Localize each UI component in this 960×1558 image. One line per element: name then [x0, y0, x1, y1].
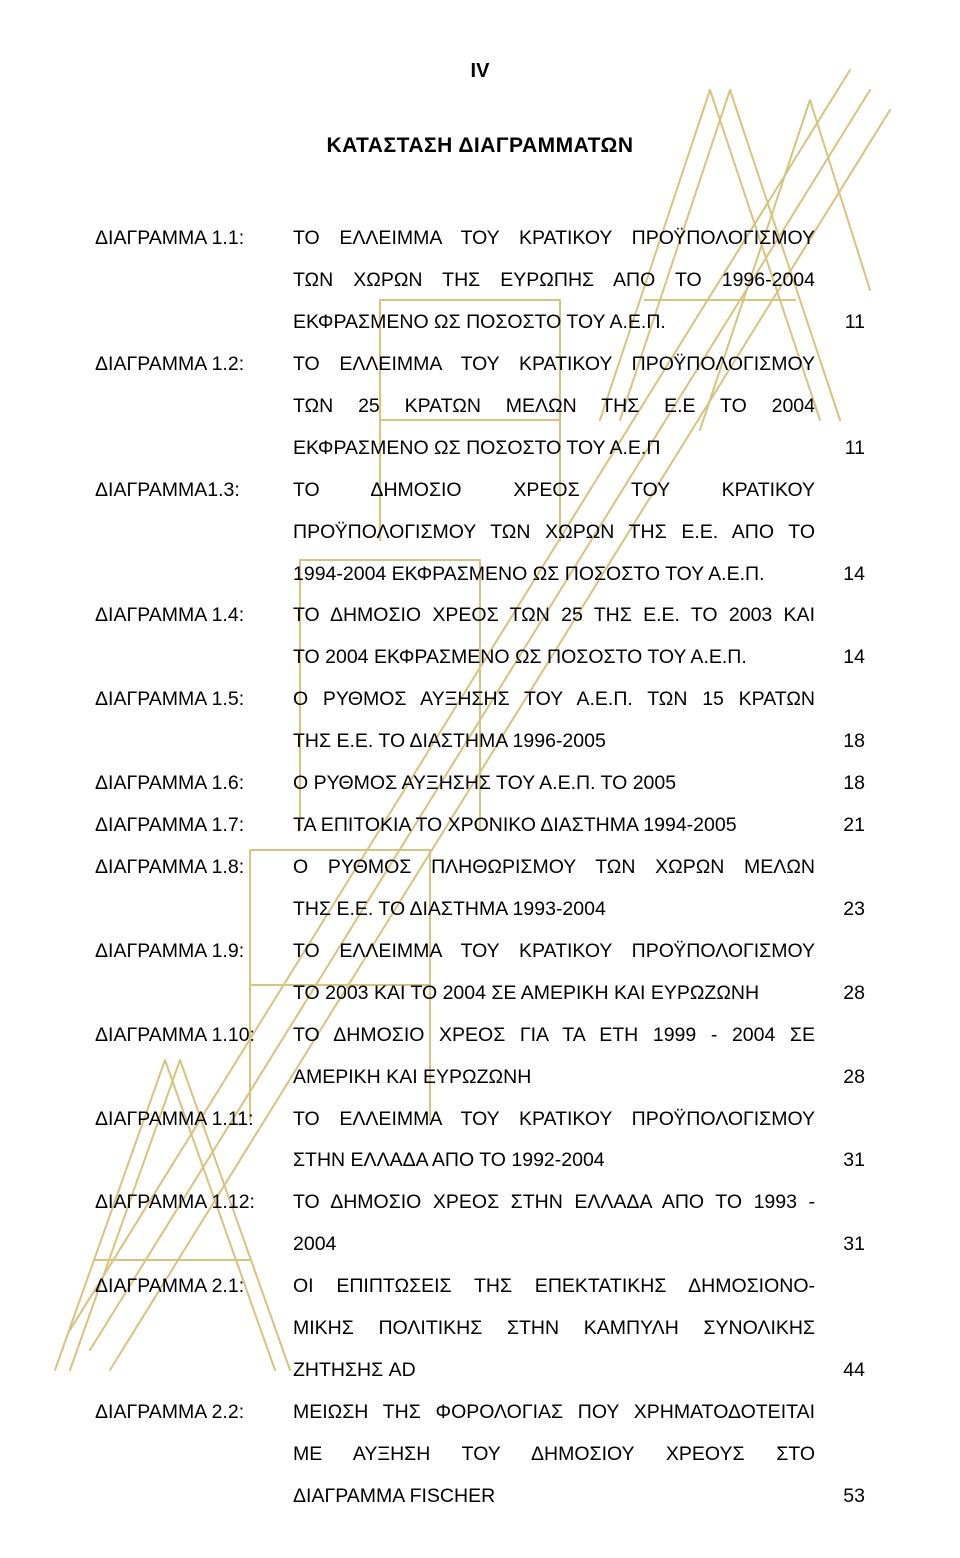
entry-text: Ο ΡΥΘΜΟΣ ΑΥΞΗΣΗΣ ΤΟΥ Α.Ε.Π. ΤΩΝ 15 ΚΡΑΤΩ…	[293, 679, 829, 721]
entry-text: ΑΜΕΡΙΚΗ ΚΑΙ ΕΥΡΩΖΩΝΗ	[293, 1057, 829, 1099]
entry-text: ΤΩΝ 25 ΚΡΑΤΩΝ ΜΕΛΩΝ ΤΗΣ Ε.Ε ΤΟ 2004	[293, 386, 829, 428]
toc-row: ΔΙΑΓΡΑΜΜΑ 1.12:ΤΟ ΔΗΜΟΣΙΟ ΧΡΕΟΣ ΣΤΗΝ ΕΛΛ…	[95, 1182, 865, 1224]
toc-row: ΜΕ ΑΥΞΗΣΗ ΤΟΥ ΔΗΜΟΣΙΟΥ ΧΡΕΟΥΣ ΣΤΟ	[95, 1434, 865, 1476]
entry-text: ΤΟ ΕΛΛΕΙΜΜΑ ΤΟΥ ΚΡΑΤΙΚΟΥ ΠΡΟΫΠΟΛΟΓΙΣΜΟΥ	[293, 931, 829, 973]
entry-label: ΔΙΑΓΡΑΜΜΑ 1.4:	[95, 595, 293, 637]
entry-text: 2004	[293, 1224, 829, 1266]
toc-row: ΔΙΑΓΡΑΜΜΑ 2.2:ΜΕΙΩΣΗ ΤΗΣ ΦΟΡΟΛΟΓΙΑΣ ΠΟΥ …	[95, 1392, 865, 1434]
entry-text: ΤΟ ΕΛΛΕΙΜΜΑ ΤΟΥ ΚΡΑΤΙΚΟΥ ΠΡΟΫΠΟΛΟΓΙΣΜΟΥ	[293, 344, 829, 386]
toc-row: ΔΙΑΓΡΑΜΜΑ1.3:ΤΟ ΔΗΜΟΣΙΟ ΧΡΕΟΣ ΤΟΥ ΚΡΑΤΙΚ…	[95, 470, 865, 512]
toc-row: ΤΗΣ Ε.Ε. ΤΟ ΔΙΑΣΤΗΜΑ 1996-200518	[95, 721, 865, 763]
entry-page-number: 14	[829, 554, 865, 596]
entry-text: ΤΑ ΕΠΙΤΟΚΙΑ ΤΟ ΧΡΟΝΙΚΟ ΔΙΑΣΤΗΜΑ 1994-200…	[293, 805, 829, 847]
entry-page-number: 23	[829, 889, 865, 931]
entry-text: ΤΟ ΔΗΜΟΣΙΟ ΧΡΕΟΣ ΣΤΗΝ ΕΛΛΑΔΑ ΑΠΟ ΤΟ 1993…	[293, 1182, 829, 1224]
entry-page-number: 28	[829, 973, 865, 1015]
entry-text: ΜΕ ΑΥΞΗΣΗ ΤΟΥ ΔΗΜΟΣΙΟΥ ΧΡΕΟΥΣ ΣΤΟ	[293, 1434, 829, 1476]
toc-row: ΣΤΗΝ ΕΛΛΑΔΑ ΑΠΟ ΤΟ 1992-200431	[95, 1140, 865, 1182]
toc-row: ΖΗΤΗΣΗΣ AD44	[95, 1350, 865, 1392]
toc-row: ΔΙΑΓΡΑΜΜΑ 1.11:ΤΟ ΕΛΛΕΙΜΜΑ ΤΟΥ ΚΡΑΤΙΚΟΥ …	[95, 1099, 865, 1141]
toc-row: ΤΩΝ ΧΩΡΩΝ ΤΗΣ ΕΥΡΩΠΗΣ ΑΠΟ ΤΟ 1996-2004	[95, 260, 865, 302]
toc-row: ΔΙΑΓΡΑΜΜΑ 1.5:Ο ΡΥΘΜΟΣ ΑΥΞΗΣΗΣ ΤΟΥ Α.Ε.Π…	[95, 679, 865, 721]
toc-row: 1994-2004 ΕΚΦΡΑΣΜΕΝΟ ΩΣ ΠΟΣΟΣΤΟ ΤΟΥ Α.Ε.…	[95, 554, 865, 596]
entry-page-number: 11	[829, 302, 865, 344]
entry-text: ΤΗΣ Ε.Ε. ΤΟ ΔΙΑΣΤΗΜΑ 1993-2004	[293, 889, 829, 931]
entry-label: ΔΙΑΓΡΑΜΜΑ 2.2:	[95, 1392, 293, 1434]
entry-text: ΠΡΟΫΠΟΛΟΓΙΣΜΟΥ ΤΩΝ ΧΩΡΩΝ ΤΗΣ Ε.Ε. ΑΠΟ ΤΟ	[293, 512, 829, 554]
entry-text: ΔΙΑΓΡΑΜΜΑ FISCHER	[293, 1476, 829, 1518]
entry-text: ΤΟ ΔΗΜΟΣΙΟ ΧΡΕΟΣ ΓΙΑ ΤΑ ΕΤΗ 1999 - 2004 …	[293, 1015, 829, 1057]
toc-row: ΔΙΑΓΡΑΜΜΑ FISCHER53	[95, 1476, 865, 1518]
entry-label: ΔΙΑΓΡΑΜΜΑ 1.1:	[95, 218, 293, 260]
entry-page-number: 18	[829, 763, 865, 805]
entry-text: ΜΙΚΗΣ ΠΟΛΙΤΙΚΗΣ ΣΤΗΝ ΚΑΜΠΥΛΗ ΣΥΝΟΛΙΚΗΣ	[293, 1308, 829, 1350]
toc-row: ΔΙΑΓΡΑΜΜΑ 1.6:Ο ΡΥΘΜΟΣ ΑΥΞΗΣΗΣ ΤΟΥ Α.Ε.Π…	[95, 763, 865, 805]
entry-label: ΔΙΑΓΡΑΜΜΑ 1.12:	[95, 1182, 293, 1224]
entry-text: ΣΤΗΝ ΕΛΛΑΔΑ ΑΠΟ ΤΟ 1992-2004	[293, 1140, 829, 1182]
entry-label: ΔΙΑΓΡΑΜΜΑ 1.9:	[95, 931, 293, 973]
entries-list: ΔΙΑΓΡΑΜΜΑ 1.1:ΤΟ ΕΛΛΕΙΜΜΑ ΤΟΥ ΚΡΑΤΙΚΟΥ Π…	[95, 218, 865, 1518]
toc-row: ΕΚΦΡΑΣΜΕΝΟ ΩΣ ΠΟΣΟΣΤΟ ΤΟΥ Α.Ε.Π11	[95, 428, 865, 470]
entry-text: 1994-2004 ΕΚΦΡΑΣΜΕΝΟ ΩΣ ΠΟΣΟΣΤΟ ΤΟΥ Α.Ε.…	[293, 554, 829, 596]
toc-row: ΕΚΦΡΑΣΜΕΝΟ ΩΣ ΠΟΣΟΣΤΟ ΤΟΥ Α.Ε.Π.11	[95, 302, 865, 344]
toc-row: ΑΜΕΡΙΚΗ ΚΑΙ ΕΥΡΩΖΩΝΗ28	[95, 1057, 865, 1099]
toc-row: ΔΙΑΓΡΑΜΜΑ 1.7:ΤΑ ΕΠΙΤΟΚΙΑ ΤΟ ΧΡΟΝΙΚΟ ΔΙΑ…	[95, 805, 865, 847]
toc-row: ΔΙΑΓΡΑΜΜΑ 2.1:ΟΙ ΕΠΙΠΤΩΣΕΙΣ ΤΗΣ ΕΠΕΚΤΑΤΙ…	[95, 1266, 865, 1308]
entry-text: ΜΕΙΩΣΗ ΤΗΣ ΦΟΡΟΛΟΓΙΑΣ ΠΟΥ ΧΡΗΜΑΤΟΔΟΤΕΙΤΑ…	[293, 1392, 829, 1434]
toc-row: ΔΙΑΓΡΑΜΜΑ 1.10:ΤΟ ΔΗΜΟΣΙΟ ΧΡΕΟΣ ΓΙΑ ΤΑ Ε…	[95, 1015, 865, 1057]
entry-label: ΔΙΑΓΡΑΜΜΑ 1.2:	[95, 344, 293, 386]
entry-text: Ο ΡΥΘΜΟΣ ΠΛΗΘΩΡΙΣΜΟΥ ΤΩΝ ΧΩΡΩΝ ΜΕΛΩΝ	[293, 847, 829, 889]
entry-text: ΟΙ ΕΠΙΠΤΩΣΕΙΣ ΤΗΣ ΕΠΕΚΤΑΤΙΚΗΣ ΔΗΜΟΣΙΟΝΟ-	[293, 1266, 829, 1308]
entry-text: ΤΟ 2004 ΕΚΦΡΑΣΜΕΝΟ ΩΣ ΠΟΣΟΣΤΟ ΤΟΥ Α.Ε.Π.	[293, 637, 829, 679]
entry-page-number: 21	[829, 805, 865, 847]
toc-row: ΔΙΑΓΡΑΜΜΑ 1.1:ΤΟ ΕΛΛΕΙΜΜΑ ΤΟΥ ΚΡΑΤΙΚΟΥ Π…	[95, 218, 865, 260]
page-number: IV	[95, 50, 865, 93]
entry-page-number: 31	[829, 1140, 865, 1182]
entry-page-number: 31	[829, 1224, 865, 1266]
entry-text: ΤΗΣ Ε.Ε. ΤΟ ΔΙΑΣΤΗΜΑ 1996-2005	[293, 721, 829, 763]
entry-label: ΔΙΑΓΡΑΜΜΑ 1.11:	[95, 1099, 293, 1141]
entry-label: ΔΙΑΓΡΑΜΜΑ 1.6:	[95, 763, 293, 805]
entry-page-number: 53	[829, 1476, 865, 1518]
entry-text: ΤΟ ΔΗΜΟΣΙΟ ΧΡΕΟΣ ΤΩΝ 25 ΤΗΣ Ε.Ε. ΤΟ 2003…	[293, 595, 829, 637]
entry-text: Ο ΡΥΘΜΟΣ ΑΥΞΗΣΗΣ ΤΟΥ Α.Ε.Π. ΤΟ 2005	[293, 763, 829, 805]
entry-label: ΔΙΑΓΡΑΜΜΑ 1.10:	[95, 1015, 293, 1057]
entry-label: ΔΙΑΓΡΑΜΜΑ1.3:	[95, 470, 293, 512]
entry-page-number: 11	[829, 428, 865, 470]
entry-text: ΤΟ ΔΗΜΟΣΙΟ ΧΡΕΟΣ ΤΟΥ ΚΡΑΤΙΚΟΥ	[293, 470, 829, 512]
entry-text: ΕΚΦΡΑΣΜΕΝΟ ΩΣ ΠΟΣΟΣΤΟ ΤΟΥ Α.Ε.Π.	[293, 302, 829, 344]
toc-row: ΤΟ 2004 ΕΚΦΡΑΣΜΕΝΟ ΩΣ ΠΟΣΟΣΤΟ ΤΟΥ Α.Ε.Π.…	[95, 637, 865, 679]
entry-label: ΔΙΑΓΡΑΜΜΑ 1.7:	[95, 805, 293, 847]
entry-label: ΔΙΑΓΡΑΜΜΑ 1.5:	[95, 679, 293, 721]
entry-text: ΕΚΦΡΑΣΜΕΝΟ ΩΣ ΠΟΣΟΣΤΟ ΤΟΥ Α.Ε.Π	[293, 428, 829, 470]
toc-row: ΤΩΝ 25 ΚΡΑΤΩΝ ΜΕΛΩΝ ΤΗΣ Ε.Ε ΤΟ 2004	[95, 386, 865, 428]
entry-label: ΔΙΑΓΡΑΜΜΑ 2.1:	[95, 1266, 293, 1308]
entry-label: ΔΙΑΓΡΑΜΜΑ 1.8:	[95, 847, 293, 889]
toc-row: ΔΙΑΓΡΑΜΜΑ 1.9:ΤΟ ΕΛΛΕΙΜΜΑ ΤΟΥ ΚΡΑΤΙΚΟΥ Π…	[95, 931, 865, 973]
toc-row: ΤΟ 2003 ΚΑΙ ΤΟ 2004 ΣΕ ΑΜΕΡΙΚΗ ΚΑΙ ΕΥΡΩΖ…	[95, 973, 865, 1015]
entry-text: ΤΩΝ ΧΩΡΩΝ ΤΗΣ ΕΥΡΩΠΗΣ ΑΠΟ ΤΟ 1996-2004	[293, 260, 829, 302]
toc-row: ΔΙΑΓΡΑΜΜΑ 1.8:Ο ΡΥΘΜΟΣ ΠΛΗΘΩΡΙΣΜΟΥ ΤΩΝ Χ…	[95, 847, 865, 889]
entry-text: ΤΟ 2003 ΚΑΙ ΤΟ 2004 ΣΕ ΑΜΕΡΙΚΗ ΚΑΙ ΕΥΡΩΖ…	[293, 973, 829, 1015]
entry-page-number: 28	[829, 1057, 865, 1099]
entry-text: ΤΟ ΕΛΛΕΙΜΜΑ ΤΟΥ ΚΡΑΤΙΚΟΥ ΠΡΟΫΠΟΛΟΓΙΣΜΟΥ	[293, 218, 829, 260]
entry-text: ΤΟ ΕΛΛΕΙΜΜΑ ΤΟΥ ΚΡΑΤΙΚΟΥ ΠΡΟΫΠΟΛΟΓΙΣΜΟΥ	[293, 1099, 829, 1141]
page-title: ΚΑΤΑΣΤΑΣΗ ΔΙΑΓΡΑΜΜΑΤΩΝ	[95, 123, 865, 168]
toc-row: ΔΙΑΓΡΑΜΜΑ 1.4:ΤΟ ΔΗΜΟΣΙΟ ΧΡΕΟΣ ΤΩΝ 25 ΤΗ…	[95, 595, 865, 637]
entry-page-number: 18	[829, 721, 865, 763]
toc-row: ΤΗΣ Ε.Ε. ΤΟ ΔΙΑΣΤΗΜΑ 1993-200423	[95, 889, 865, 931]
toc-row: ΔΙΑΓΡΑΜΜΑ 1.2:ΤΟ ΕΛΛΕΙΜΜΑ ΤΟΥ ΚΡΑΤΙΚΟΥ Π…	[95, 344, 865, 386]
entry-page-number: 44	[829, 1350, 865, 1392]
toc-row: 200431	[95, 1224, 865, 1266]
entry-text: ΖΗΤΗΣΗΣ AD	[293, 1350, 829, 1392]
toc-row: ΠΡΟΫΠΟΛΟΓΙΣΜΟΥ ΤΩΝ ΧΩΡΩΝ ΤΗΣ Ε.Ε. ΑΠΟ ΤΟ	[95, 512, 865, 554]
entry-page-number: 14	[829, 637, 865, 679]
toc-row: ΜΙΚΗΣ ΠΟΛΙΤΙΚΗΣ ΣΤΗΝ ΚΑΜΠΥΛΗ ΣΥΝΟΛΙΚΗΣ	[95, 1308, 865, 1350]
